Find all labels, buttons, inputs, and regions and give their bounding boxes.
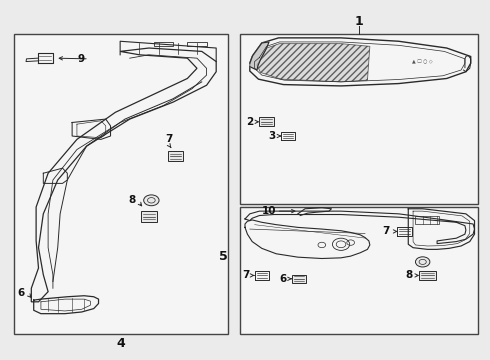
Text: 10: 10 <box>262 206 276 216</box>
Text: 7: 7 <box>166 135 173 144</box>
Text: 9: 9 <box>78 54 85 64</box>
FancyBboxPatch shape <box>240 207 478 334</box>
Polygon shape <box>250 42 269 70</box>
Bar <box>416 216 440 224</box>
Bar <box>154 42 173 46</box>
Bar <box>292 275 305 283</box>
Text: 7: 7 <box>383 226 390 237</box>
Text: 4: 4 <box>117 337 125 350</box>
Circle shape <box>144 195 159 206</box>
Text: ▲ ☐ ○ ◇: ▲ ☐ ○ ◇ <box>413 59 433 64</box>
Bar <box>187 42 207 46</box>
Text: 2: 2 <box>246 117 253 127</box>
Text: 8: 8 <box>128 195 136 205</box>
Bar <box>141 211 157 222</box>
Bar <box>419 271 436 280</box>
Text: 6: 6 <box>18 288 25 298</box>
FancyBboxPatch shape <box>240 35 478 204</box>
Bar <box>168 151 183 161</box>
Circle shape <box>416 257 430 267</box>
Bar <box>259 117 274 126</box>
Text: 5: 5 <box>220 251 228 264</box>
FancyBboxPatch shape <box>14 35 228 334</box>
Text: 7: 7 <box>243 270 250 280</box>
Polygon shape <box>257 44 370 82</box>
Text: 3: 3 <box>269 131 276 141</box>
Text: 8: 8 <box>406 270 413 280</box>
Text: 1: 1 <box>355 15 364 28</box>
Text: 6: 6 <box>279 274 287 284</box>
